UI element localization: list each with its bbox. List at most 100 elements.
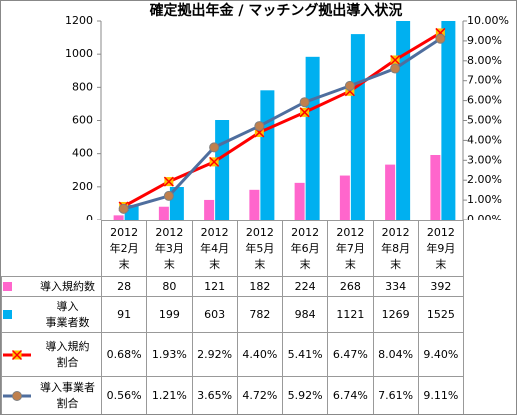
value-cell: 5.92% bbox=[281, 376, 329, 414]
bar bbox=[260, 90, 275, 220]
legend-entry: 導入規約数 bbox=[2, 279, 101, 295]
line-marker bbox=[344, 80, 355, 91]
y-tick-label: 200 bbox=[72, 180, 93, 193]
line-marker bbox=[299, 107, 310, 118]
bar bbox=[350, 34, 365, 220]
series-row: 導入 事業者数 91 199 603 782 984 1121 1269 1525 bbox=[1, 296, 465, 333]
marker-x bbox=[163, 176, 174, 187]
line-marker bbox=[12, 390, 22, 401]
legend-label: 導入規約数 bbox=[40, 279, 95, 293]
data-table: 2012 年2月 末 2012 年3月 末 2012 年4月 末 2012 年5月 末… bbox=[1, 220, 465, 414]
bar bbox=[430, 154, 441, 220]
x-tick-label: 2012 年5月 末 bbox=[236, 220, 284, 277]
y2-tick-label: 6.00% bbox=[467, 94, 502, 107]
bar bbox=[396, 21, 411, 220]
value-cell: 9.40% bbox=[417, 332, 465, 377]
value-cell: 3.65% bbox=[191, 376, 238, 414]
value-cell: 1121 bbox=[327, 296, 374, 333]
blank-cell bbox=[2, 221, 102, 277]
y-tick-label: 0 bbox=[86, 213, 93, 220]
value-cell: 182 bbox=[236, 276, 284, 297]
bar bbox=[305, 56, 320, 220]
value-cell: 28 bbox=[100, 276, 148, 297]
legend-cell: 導入規約 割合 bbox=[1, 332, 102, 377]
value-cell: 80 bbox=[146, 276, 193, 297]
value-cell: 224 bbox=[281, 276, 329, 297]
line bbox=[123, 37, 442, 211]
line-marker bbox=[118, 203, 129, 214]
bar bbox=[249, 189, 260, 220]
line-marker bbox=[209, 142, 220, 153]
line-marker bbox=[11, 349, 23, 360]
y2-tick-label: 1.00% bbox=[467, 193, 502, 206]
y-tick-label: 800 bbox=[72, 80, 93, 93]
value-cell: 91 bbox=[100, 296, 148, 333]
y2-tick-label: 7.00% bbox=[467, 74, 502, 87]
value-cell: 6.47% bbox=[327, 332, 374, 377]
legend-bar bbox=[3, 309, 12, 319]
y2-tick-label: 10.00% bbox=[467, 14, 509, 27]
header-row: 2012 年2月 末 2012 年3月 末 2012 年4月 末 2012 年5月 末… bbox=[2, 220, 465, 277]
legend-swatch bbox=[3, 281, 12, 291]
x-tick-label: 2012 年7月 末 bbox=[327, 220, 374, 277]
value-cell: 0.56% bbox=[100, 376, 148, 414]
y2-tick-label: 4.00% bbox=[467, 133, 502, 146]
bar bbox=[294, 182, 305, 220]
legend-bar bbox=[3, 281, 12, 291]
chart-title: 確定拠出年金 / マッチング拠出導入状況 bbox=[150, 2, 403, 19]
y2-tick-label: 3.00% bbox=[467, 153, 502, 166]
legend-entry: 導入規約 割合 bbox=[2, 339, 101, 371]
value-cell: 4.72% bbox=[236, 376, 284, 414]
series-row: 導入事業者 割合 0.56% 1.21% 3.65% 4.72% 5.92% 6.74% 7.… bbox=[1, 376, 465, 414]
y2-tick-label: 0.00% bbox=[467, 213, 502, 220]
bar bbox=[339, 175, 350, 220]
marker-x bbox=[209, 156, 220, 167]
value-cell: 1.93% bbox=[146, 332, 193, 377]
value-cell: 4.40% bbox=[236, 332, 284, 377]
value-cell: 7.61% bbox=[372, 376, 419, 414]
bar bbox=[385, 164, 396, 220]
marker-x bbox=[390, 54, 401, 66]
line-marker bbox=[390, 63, 401, 74]
marker-x bbox=[11, 349, 23, 360]
y-tick-label: 600 bbox=[72, 114, 93, 127]
line-marker bbox=[209, 156, 220, 167]
legend-entry: 導入事業者 割合 bbox=[2, 380, 101, 412]
legend-cell: 導入規約数 bbox=[1, 276, 102, 297]
legend-swatch bbox=[3, 390, 31, 401]
value-cell: 5.41% bbox=[281, 332, 329, 377]
bar bbox=[215, 120, 230, 220]
line-marker bbox=[254, 121, 265, 132]
bar bbox=[204, 199, 215, 220]
marker-x bbox=[299, 107, 310, 118]
legend-swatch bbox=[3, 349, 31, 360]
line-marker bbox=[163, 190, 174, 201]
value-cell: 1269 bbox=[372, 296, 419, 333]
value-cell: 984 bbox=[281, 296, 329, 333]
chart: 確定拠出年金 / マッチング拠出導入状況 0 200 400 600 800 1000 12… bbox=[65, 2, 509, 220]
line-marker bbox=[390, 54, 401, 66]
y2-tick-label: 5.00% bbox=[467, 114, 502, 127]
value-cell: 121 bbox=[191, 276, 238, 297]
legend-label: 導入規約 割合 bbox=[45, 339, 90, 369]
legend-label: 導入事業者 割合 bbox=[40, 380, 95, 410]
value-cell: 6.74% bbox=[327, 376, 374, 414]
y2-tick-label: 2.00% bbox=[467, 173, 502, 186]
line-marker bbox=[163, 176, 174, 187]
y-tick-label: 400 bbox=[72, 147, 93, 160]
legend-label: 導入 事業者数 bbox=[45, 299, 90, 329]
bars bbox=[113, 21, 456, 220]
y2-tick-label: 8.00% bbox=[467, 54, 502, 67]
value-cell: 782 bbox=[236, 296, 284, 333]
y-tick-label: 1000 bbox=[65, 47, 93, 60]
value-cell: 8.04% bbox=[372, 332, 419, 377]
value-cell: 334 bbox=[372, 276, 419, 297]
y-tick-label: 1200 bbox=[65, 14, 93, 27]
value-cell: 392 bbox=[417, 276, 465, 297]
y2-tick-label: 9.00% bbox=[467, 34, 502, 47]
line-marker bbox=[299, 97, 310, 108]
value-cell: 2.92% bbox=[191, 332, 238, 377]
x-tick-label: 2012 年8月 末 bbox=[372, 220, 419, 277]
value-cell: 1525 bbox=[417, 296, 465, 333]
